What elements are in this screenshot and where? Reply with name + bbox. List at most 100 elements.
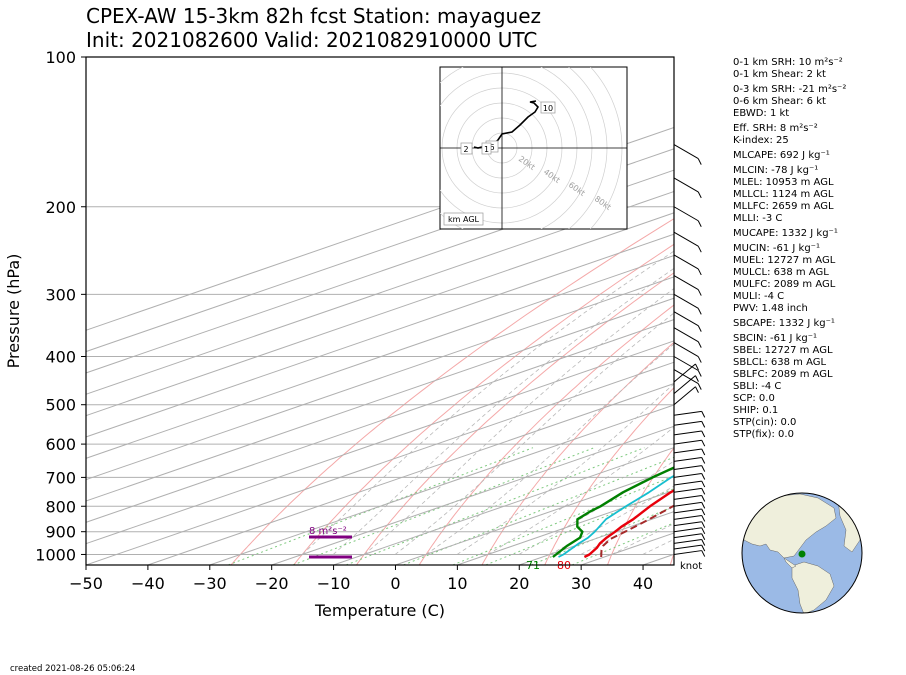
wind-barb-flag <box>701 439 706 447</box>
dry-adiabat <box>544 387 674 565</box>
y-tick-label: 300 <box>45 285 76 304</box>
param-kindex: K-index: 25 <box>733 135 789 146</box>
wind-barb <box>673 501 702 507</box>
wind-barb <box>673 521 702 527</box>
mixing-ratio-line <box>571 522 674 565</box>
param-srh03: 0-3 km SRH: -21 m²s⁻² <box>733 84 847 95</box>
wind-barb-flag <box>701 550 706 557</box>
svg-text:km AGL: km AGL <box>448 215 480 224</box>
wind-barb <box>673 456 702 462</box>
param-mulfc: MULFC: 2089 m AGL <box>733 279 836 290</box>
isotherm <box>86 190 674 395</box>
x-axis-label: Temperature (C) <box>314 601 445 620</box>
y-tick-label: 800 <box>45 497 76 516</box>
globe-land-south-america <box>791 561 835 613</box>
wind-barb-flag <box>701 411 706 418</box>
dewpoint-profile <box>552 466 674 558</box>
isotherm <box>86 361 674 565</box>
x-tick-label: −20 <box>255 574 289 593</box>
param-mucin: MUCIN: -61 J kg⁻¹ <box>733 243 820 254</box>
wind-barb-flag <box>701 544 706 552</box>
globe-land-central-america <box>783 557 797 569</box>
dry-adiabat <box>481 341 674 565</box>
isotherm <box>86 212 674 417</box>
isotherm <box>395 468 674 565</box>
y-tick-label: 900 <box>45 523 76 542</box>
wind-barb <box>673 327 699 343</box>
wind-barb <box>673 439 702 445</box>
chart-title: CPEX-AW 15-3km 82h fcst Station: mayague… <box>86 4 542 28</box>
wind-barb-flag <box>697 220 702 227</box>
wind-barb-flag <box>695 386 699 393</box>
station-globe <box>741 492 863 614</box>
wind-barb-flag <box>701 539 706 546</box>
moist-adiabat <box>394 312 674 555</box>
isotherm <box>147 383 674 565</box>
wind-barb <box>673 514 702 520</box>
x-tick-label: −40 <box>131 574 165 593</box>
wind-barb-flag <box>701 502 706 509</box>
param-sbli: SBLI: -4 C <box>733 381 782 392</box>
wind-barb <box>673 206 699 222</box>
y-tick-label: 700 <box>45 468 76 487</box>
x-tick-label: 30 <box>571 574 591 593</box>
moist-adiabat <box>549 485 674 555</box>
wind-barb-flag <box>697 308 702 315</box>
knot-label: knot <box>680 561 702 572</box>
wind-barb <box>673 410 702 416</box>
created-timestamp: created 2021-08-26 05:06:24 <box>10 664 136 674</box>
isotherm <box>86 233 674 438</box>
wind-barbs <box>673 144 706 557</box>
y-tick-label: 500 <box>45 396 76 415</box>
param-stp-cin: STP(cin): 0.0 <box>733 417 797 428</box>
param-mllfc: MLLFC: 2659 m AGL <box>733 201 834 212</box>
wind-barb-flag <box>701 488 706 495</box>
hodograph-label-2: 2 <box>460 142 473 155</box>
x-tick-label: −10 <box>317 574 351 593</box>
wind-barb-flag <box>697 158 702 165</box>
wind-barb <box>673 487 702 493</box>
effective-inflow-layer: 8 m²s⁻² <box>309 526 352 559</box>
wind-barb-flag <box>701 495 706 502</box>
y-axis: 1000 900 800 700 600 500 400 300 200 100 <box>35 48 86 564</box>
isotherm <box>86 297 674 502</box>
wind-barb-flag <box>701 430 706 438</box>
param-shear06: 0-6 km Shear: 6 kt <box>733 96 826 107</box>
y-axis-label: Pressure (hPa) <box>4 254 23 369</box>
station-marker <box>798 550 806 558</box>
mixing-ratio-line <box>292 447 595 565</box>
dry-adiabat <box>293 243 674 565</box>
wind-barb-flag <box>697 370 702 377</box>
x-axis: −50 −40 −30 −20 −10 0 10 20 30 40 <box>69 565 653 593</box>
isotherm <box>86 169 674 374</box>
svg-text:10: 10 <box>543 104 553 113</box>
wind-barb-flag <box>697 191 702 199</box>
wind-barb <box>673 508 702 514</box>
moist-adiabat <box>487 426 674 555</box>
param-scp: SCP: 0.0 <box>733 393 775 404</box>
wind-barb-flag <box>701 521 706 528</box>
wind-barb <box>673 342 699 357</box>
param-eff-srh: Eff. SRH: 8 m²s⁻² <box>733 123 818 134</box>
sounding-parameters: 0-1 km SRH: 10 m²s⁻² 0-1 km Shear: 2 kt … <box>733 57 903 441</box>
x-tick-label: −50 <box>69 574 103 593</box>
wind-barb <box>673 231 699 247</box>
wind-barb <box>673 538 702 544</box>
wind-barb-flag <box>697 356 702 363</box>
effective-srh-label: 8 m²s⁻² <box>309 526 347 537</box>
param-mlli: MLLI: -3 C <box>733 213 783 224</box>
svg-text:1: 1 <box>484 145 489 154</box>
wind-barb-flag <box>701 465 706 472</box>
param-sbel: SBEL: 12727 m AGL <box>733 345 833 356</box>
wind-barb-flag <box>697 325 702 332</box>
wind-barb <box>673 527 702 533</box>
param-sblfc: SBLFC: 2089 m AGL <box>733 369 833 380</box>
isotherm <box>86 276 674 481</box>
mixing-ratio-line <box>403 456 674 565</box>
y-tick-label: 200 <box>45 198 76 217</box>
mixing-ratio-line <box>452 475 674 565</box>
param-mucape: MUCAPE: 1332 J kg⁻¹ <box>733 228 838 239</box>
isotherms <box>86 126 674 565</box>
wind-barb-flag <box>701 480 706 488</box>
